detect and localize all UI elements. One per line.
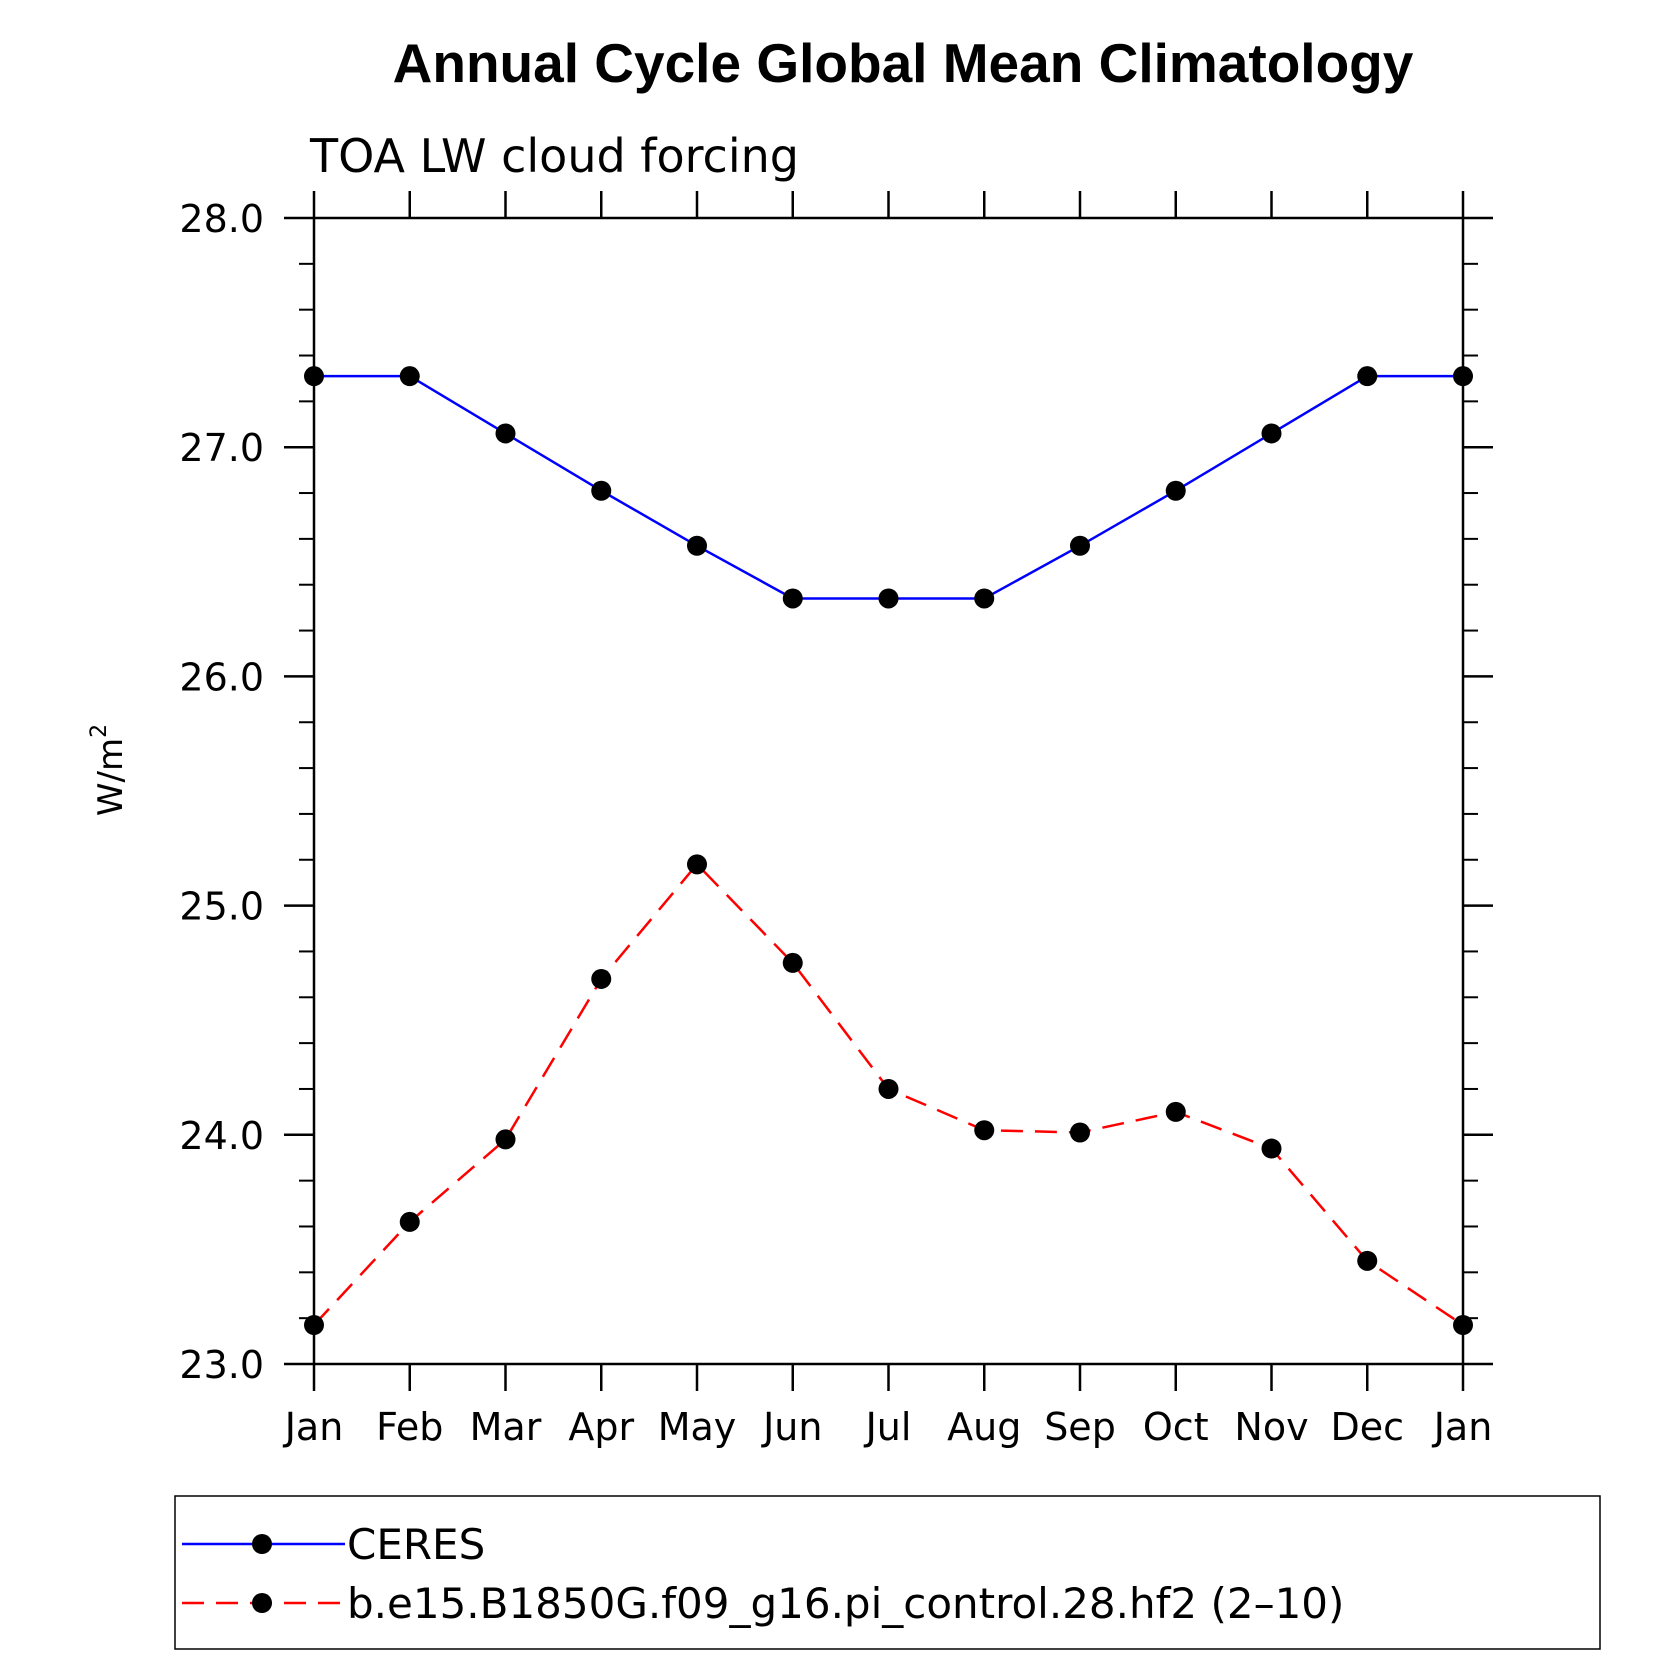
data-point [399, 1211, 420, 1232]
data-point [304, 366, 324, 387]
x-tick-label: Jul [864, 1405, 912, 1449]
chart-subtitle: TOA LW cloud forcing [309, 129, 799, 183]
x-tick-label: Feb [376, 1405, 443, 1449]
data-point [1165, 480, 1186, 501]
legend-marker-1 [252, 1534, 272, 1554]
legend-label-2: b.e15.B1850G.f09_g16.pi_control.28.hf2 (… [347, 1579, 1344, 1628]
data-point [1453, 366, 1473, 387]
data-point [304, 1315, 324, 1336]
x-tick-label: Dec [1330, 1405, 1404, 1449]
x-tick-label: May [658, 1405, 737, 1449]
data-point [495, 423, 516, 444]
data-point [1453, 1315, 1473, 1336]
chart-title: Annual Cycle Global Mean Climatology [393, 32, 1414, 94]
data-point [878, 588, 899, 609]
data-point [591, 968, 612, 989]
data-point [878, 1078, 899, 1099]
series-line-1 [314, 374, 1463, 600]
x-tick-label: Aug [947, 1405, 1021, 1449]
x-tick-label: Sep [1044, 1405, 1116, 1449]
data-point [1357, 366, 1378, 387]
y-tick-label: 26.0 [179, 655, 264, 699]
y-tick-label: 28.0 [179, 197, 264, 241]
y-tick-label: 27.0 [179, 426, 264, 470]
x-tick-label: Jan [283, 1405, 344, 1449]
data-point [1261, 423, 1282, 444]
legend-marker-2 [252, 1593, 272, 1613]
data-point [687, 535, 707, 556]
x-tick-label: Apr [568, 1405, 634, 1449]
y-tick-label: 23.0 [179, 1343, 264, 1387]
series-layer [304, 366, 1473, 1336]
x-tick-label: Jun [761, 1405, 822, 1449]
data-point [399, 366, 420, 387]
data-point [1070, 535, 1090, 556]
data-point [1261, 1138, 1282, 1159]
data-point [782, 588, 803, 609]
data-point [1165, 1101, 1186, 1122]
x-tick-label: Nov [1234, 1405, 1308, 1449]
y-tick-label: 25.0 [179, 885, 264, 929]
data-point [591, 480, 612, 501]
data-point [782, 952, 803, 973]
legend-box [174, 1495, 1601, 1650]
y-axis-label-text: W/m [91, 738, 131, 816]
x-tick-label: Jan [1432, 1405, 1493, 1449]
y-tick-label: 24.0 [179, 1114, 264, 1158]
data-point [1357, 1250, 1378, 1271]
y-axis-label: W/m2 [87, 724, 131, 816]
axes: Jan Feb Mar Apr May Jun Jul Aug Sep Oct Nov Dec Jan 2… [179, 191, 1493, 1449]
plot-frame [312, 216, 1465, 1366]
data-point [1070, 1122, 1090, 1143]
data-point [974, 588, 995, 609]
data-point [687, 854, 707, 875]
svg-text:W/m2: W/m2 [87, 724, 131, 816]
x-tick-label: Oct [1143, 1405, 1209, 1449]
legend-label-1: CERES [347, 1520, 485, 1569]
data-point [974, 1120, 995, 1141]
y-axis-label-superscript: 2 [87, 724, 112, 738]
legend: CERES b.e15.B1850G.f09_g16.pi_control.28.… [182, 1520, 1344, 1628]
x-tick-label: Mar [470, 1405, 542, 1449]
data-point [495, 1129, 516, 1150]
